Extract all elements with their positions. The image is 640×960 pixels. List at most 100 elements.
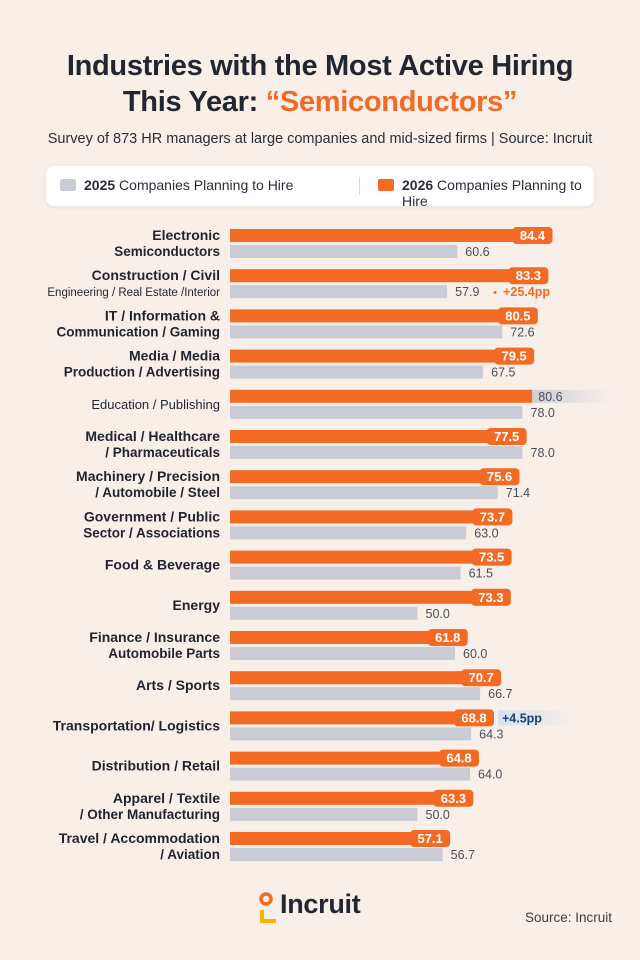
value-label-2026-12: 70.7 (468, 670, 493, 685)
category-label-14: Distribution / Retail (92, 758, 220, 774)
bar-2025-11 (230, 647, 455, 660)
bar-2026-4 (230, 349, 529, 363)
category-label-13: Transportation/ Logistics (53, 717, 220, 733)
legend-item-2025: 2025 Companies Planning to Hire (84, 177, 293, 193)
bar-2026-12 (230, 671, 496, 685)
bar-2025-8 (230, 526, 467, 540)
category-label-6: Medical / Healthcare (85, 428, 220, 444)
category-label-11: Finance / Insurance (89, 629, 220, 645)
value-label-2025-4: 67.5 (491, 366, 515, 380)
chart-subtitle: Survey of 873 HR managers at large compa… (47, 131, 593, 147)
value-pill-2026-13 (454, 709, 494, 727)
value-label-2025-8: 63.0 (474, 526, 498, 540)
bar-2025-13 (230, 727, 472, 741)
value-label-2025-11: 60.0 (463, 647, 487, 661)
value-label-2025-14: 64.0 (478, 768, 502, 782)
bar-2026-6 (230, 430, 521, 443)
value-label-2026-10: 73.3 (478, 590, 503, 605)
bar-2026-7 (230, 470, 514, 484)
title-highlight: “Semiconductors” (265, 86, 518, 118)
bar-2025-12 (230, 687, 481, 701)
value-label-2025-6: 78.0 (531, 446, 555, 460)
value-label-2026-7: 75.6 (487, 469, 512, 484)
chart-title: Industries with the Most Active Hiring T… (0, 48, 640, 120)
bar-2025-7 (230, 486, 498, 500)
value-label-2025-10: 50.0 (426, 607, 450, 621)
bar-2026-fade-5 (532, 389, 613, 403)
title-prefix: This Year: (122, 86, 266, 118)
bar-2025-4 (230, 365, 484, 379)
value-pill-2026-2 (508, 267, 549, 285)
category-sublabel-1: Semiconductors (114, 244, 220, 259)
category-label-1: Electronic (152, 227, 220, 243)
bar-2025-9 (230, 566, 461, 580)
footer-source: Source: Incruit (524, 910, 612, 925)
category-label-9: Food & Beverage (105, 557, 220, 573)
value-label-2025-5: 78.0 (531, 406, 555, 420)
value-pill-2026-14 (439, 749, 479, 767)
value-pill-2026-16 (410, 830, 451, 847)
value-pill-2026-3 (497, 307, 538, 325)
value-label-2025-1: 60.6 (465, 245, 489, 259)
legend-year-2026: 2026 (402, 177, 434, 193)
category-label-4: Media / Media (129, 348, 220, 364)
bar-2025-3 (230, 325, 503, 339)
value-pill-2026-10 (470, 588, 511, 606)
bar-2026-5 (230, 389, 533, 403)
value-label-2026-16: 57.1 (417, 831, 442, 846)
bar-2026-8 (230, 510, 507, 524)
note-label-13: +4.5pp (502, 711, 542, 725)
value-label-2026-8: 73.7 (480, 509, 505, 524)
value-label-2025-2: 57.9 (455, 285, 479, 299)
category-label-5: Education / Publishing (91, 397, 220, 412)
value-label-2025-3: 72.6 (510, 325, 534, 339)
bar-2026-15 (230, 791, 468, 805)
category-label-2: Construction / Civil (92, 267, 220, 283)
category-label-12: Arts / Sports (136, 677, 220, 693)
bar-2026-3 (230, 309, 532, 323)
value-label-2026-14: 64.8 (446, 751, 471, 766)
bar-2026-14 (230, 751, 473, 765)
category-label-8: Government / Public (84, 508, 220, 524)
note-dot-2: • (493, 287, 497, 299)
value-pill-2026-4 (494, 347, 535, 365)
value-label-2026-1: 84.4 (520, 228, 546, 243)
value-pill-2026-6 (486, 428, 527, 445)
title-line-1: Industries with the Most Active Hiring (66, 50, 574, 82)
note-bg-13 (498, 710, 578, 726)
bar-2025-2 (230, 285, 448, 299)
bar-2025-1 (230, 245, 458, 258)
legend-label-2026: Companies Planning to Hire (402, 177, 582, 209)
bar-2025-6 (230, 446, 523, 459)
bar-2026-11 (230, 631, 462, 644)
bar-2026-10 (230, 590, 505, 604)
category-sublabel-3: Communication / Gaming (56, 324, 220, 339)
category-label-3: IT / Information & (105, 307, 220, 323)
category-label-16: Travel / Accommodation (59, 830, 220, 846)
logo-icon (259, 892, 276, 923)
value-label-2026-11: 61.8 (435, 630, 460, 645)
value-label-2026-2: 83.3 (516, 268, 541, 283)
value-label-2025-9: 61.5 (469, 567, 493, 581)
category-sublabel-8: Sector / Associations (83, 525, 220, 540)
bar-2025-15 (230, 807, 418, 821)
incruit-logo: Incruit (258, 888, 361, 928)
category-sublabel-4: Production / Advertising (64, 365, 220, 380)
bar-2025-5 (230, 405, 523, 419)
legend-swatch-2026 (378, 179, 394, 191)
legend-swatch-2025 (60, 179, 76, 191)
value-pill-2026-1 (512, 227, 553, 244)
value-label-2026-13: 68.8 (461, 710, 486, 725)
legend-label-2025: Companies Planning to Hire (115, 177, 294, 193)
category-sublabel-7: / Automobile / Steel (95, 485, 220, 500)
value-label-2025-13: 64.3 (479, 727, 503, 741)
bar-2026-2 (230, 269, 543, 283)
bar-2026-13 (230, 711, 488, 725)
category-sublabel-15: / Other Manufacturing (80, 807, 220, 822)
value-label-2026-4: 79.5 (501, 349, 526, 364)
category-label-7: Machinery / Precision (76, 468, 220, 484)
bar-2025-16 (230, 848, 443, 861)
value-pill-2026-9 (471, 548, 512, 566)
